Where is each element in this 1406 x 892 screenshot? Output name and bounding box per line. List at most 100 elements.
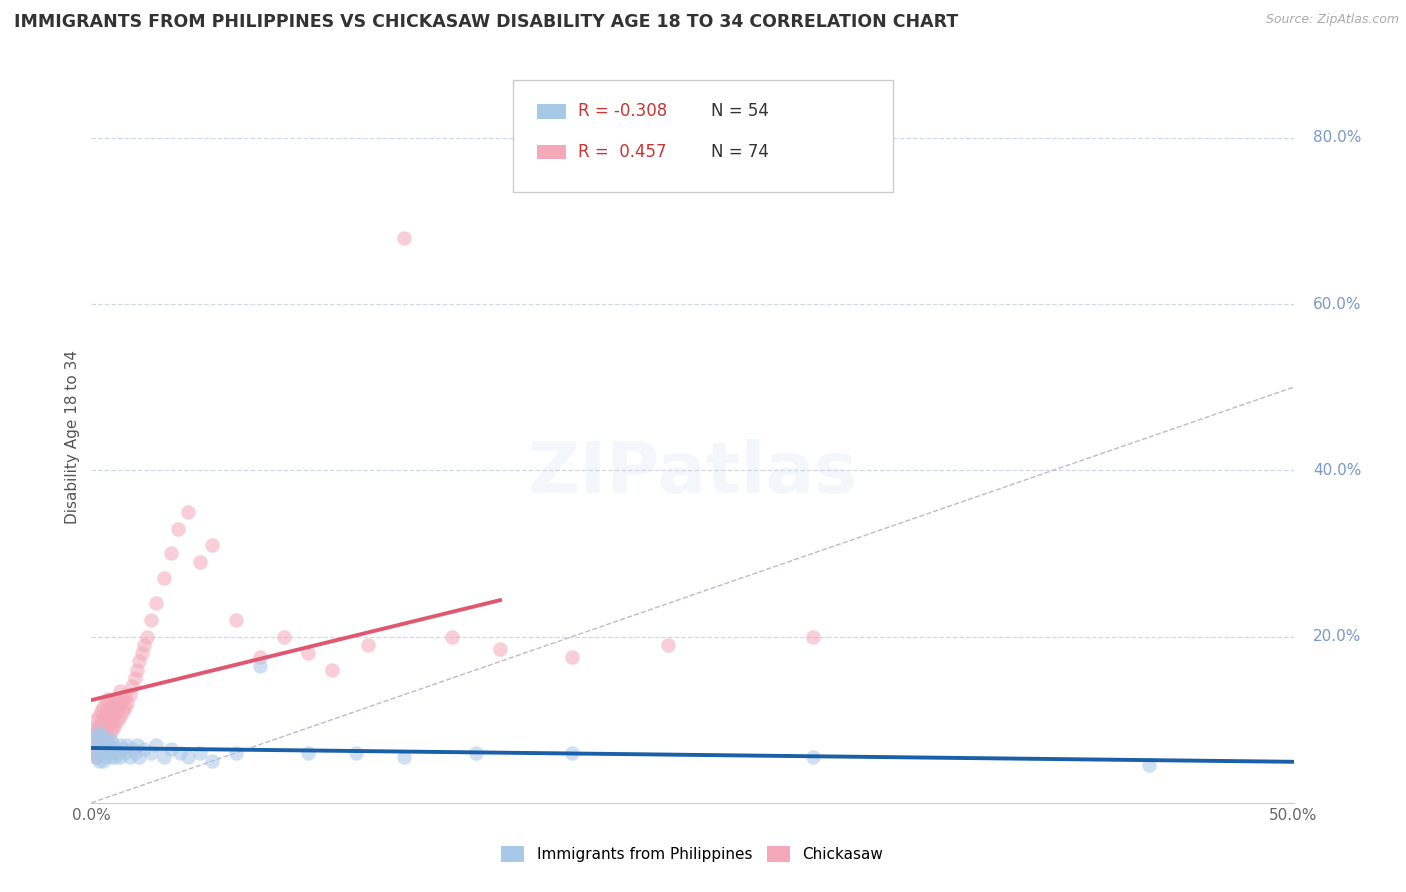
Point [94,733,117,747]
Point [90,741,112,756]
Point [249,658,271,673]
Point [392,230,415,244]
Point [101,738,124,752]
Point [84,713,107,727]
Point [159,741,181,756]
Point [84,729,107,743]
Text: IMMIGRANTS FROM PHILIPPINES VS CHICKASAW DISABILITY AGE 18 TO 34 CORRELATION CHA: IMMIGRANTS FROM PHILIPPINES VS CHICKASAW… [14,13,959,31]
Point [94,733,117,747]
Point [465,746,488,760]
Point [94,741,117,756]
Point [141,746,163,760]
Point [107,713,129,727]
Point [111,705,134,719]
Point [104,705,127,719]
Point [100,733,122,747]
Point [117,696,139,710]
Point [110,696,132,710]
Point [110,750,132,764]
Point [114,688,136,702]
Point [201,538,224,552]
Point [83,733,105,747]
Point [100,700,122,714]
Text: R =  0.457: R = 0.457 [578,143,666,161]
Point [297,646,319,660]
Point [111,692,134,706]
Point [84,750,107,764]
Point [114,746,136,760]
Text: N = 74: N = 74 [711,143,769,161]
Point [110,708,132,723]
Point [94,708,117,723]
Point [97,692,120,706]
Point [93,725,115,739]
Text: ZIPatlas: ZIPatlas [527,439,858,508]
Point [101,696,124,710]
Legend: Immigrants from Philippines, Chickasaw: Immigrants from Philippines, Chickasaw [495,840,890,868]
Point [121,741,143,756]
Text: 80.0%: 80.0% [1313,130,1361,145]
Point [83,721,105,735]
Point [104,750,127,764]
Point [83,746,105,760]
Point [110,738,132,752]
Point [176,750,198,764]
Point [152,750,174,764]
Point [90,705,112,719]
Point [561,650,583,665]
Text: 60.0%: 60.0% [1313,297,1361,311]
Point [273,630,295,644]
Point [97,705,120,719]
Point [94,721,117,735]
Point [100,750,122,764]
Point [128,750,150,764]
Point [118,750,141,764]
Y-axis label: Disability Age 18 to 34: Disability Age 18 to 34 [65,350,80,524]
Text: N = 54: N = 54 [711,103,769,120]
Point [801,750,824,764]
Point [93,738,115,752]
Point [159,546,181,560]
Point [110,683,132,698]
Point [117,738,139,752]
Point [357,638,380,652]
Point [90,733,112,747]
Point [225,746,247,760]
Point [114,700,136,714]
Point [90,746,112,760]
Point [87,708,110,723]
Point [101,721,124,735]
Point [93,700,115,714]
Point [489,642,512,657]
Point [249,650,271,665]
Point [145,596,167,610]
Point [128,655,150,669]
Point [97,746,120,760]
Point [87,738,110,752]
Text: Source: ZipAtlas.com: Source: ZipAtlas.com [1265,13,1399,27]
Point [440,630,463,644]
Point [84,725,107,739]
Text: 20.0%: 20.0% [1313,629,1361,644]
Point [188,555,211,569]
Point [344,746,367,760]
Point [134,638,156,652]
Point [101,746,124,760]
Point [93,754,115,768]
Point [1137,758,1160,772]
Text: R = -0.308: R = -0.308 [578,103,666,120]
Point [111,741,134,756]
Point [101,708,124,723]
Point [121,680,143,694]
Point [125,663,148,677]
Point [84,750,107,764]
Point [107,700,129,714]
Point [100,741,122,756]
Point [169,746,191,760]
Point [90,716,112,731]
Point [87,725,110,739]
Point [131,646,153,660]
Point [87,754,110,768]
Point [107,746,129,760]
Point [145,738,167,752]
